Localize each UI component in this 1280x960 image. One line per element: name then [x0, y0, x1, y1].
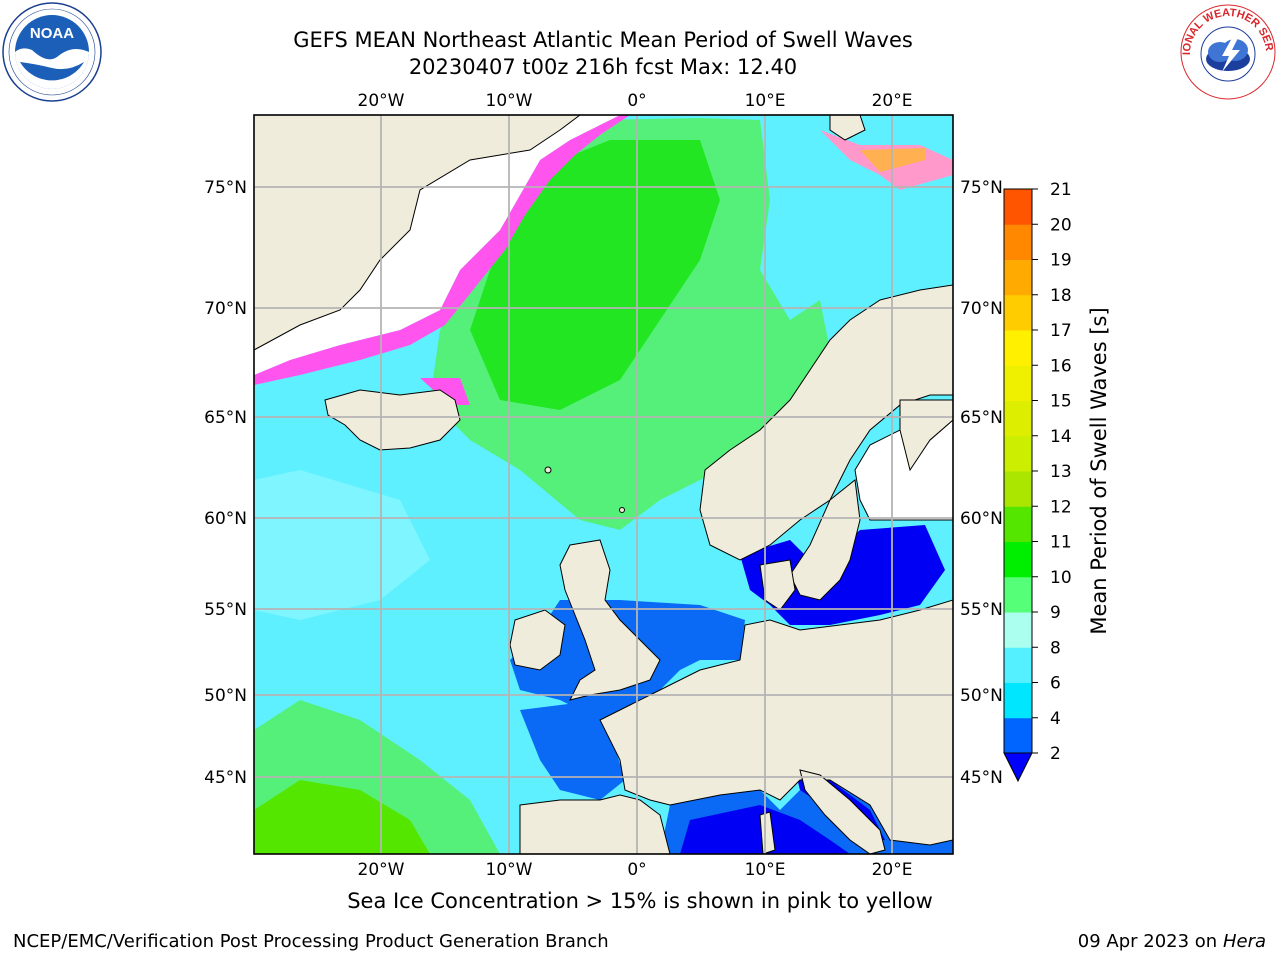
- colorbar-segment: [1004, 365, 1032, 401]
- footer-date-text: 09 Apr 2023 on: [1077, 931, 1218, 952]
- colorbar-tick-label: 13: [1050, 462, 1072, 482]
- map-frame: [253, 114, 954, 855]
- colorbar-segment: [1004, 471, 1032, 507]
- lon-label: 20°W: [358, 91, 405, 111]
- colorbar-tick-label: 15: [1050, 392, 1072, 412]
- colorbar-tick-label: 16: [1050, 356, 1072, 376]
- colorbar-tick-label: 17: [1050, 321, 1072, 341]
- lon-label: 10°W: [486, 91, 533, 111]
- shetland-islands: [619, 507, 625, 513]
- sea-ice-iceland-north: [420, 378, 470, 405]
- lon-labels-top: 20°W 10°W 0° 10°E 20°E: [358, 91, 913, 111]
- lat-label: 50°N: [204, 686, 247, 706]
- gulf-of-bothnia-ice: [854, 419, 953, 521]
- lat-label: 75°N: [204, 178, 247, 198]
- ireland-land: [509, 609, 566, 671]
- italy-land: [799, 769, 886, 854]
- colorbar-segment: [1004, 224, 1032, 260]
- swell-zone-7-8s: [254, 470, 430, 620]
- lat-label: 70°N: [960, 299, 1003, 319]
- lon-label: 10°W: [486, 860, 533, 880]
- colorbar-tick-label: 8: [1050, 638, 1061, 658]
- colorbar-tick-label: 6: [1050, 674, 1061, 694]
- colorbar-tick-label: 11: [1050, 533, 1072, 553]
- lat-label: 55°N: [960, 600, 1003, 620]
- colorbar-tick-label: 12: [1050, 497, 1072, 517]
- svalbard-land: [829, 115, 866, 141]
- footer-machine: Hera: [1222, 931, 1266, 952]
- colorbar-tick-label: 14: [1050, 427, 1072, 447]
- lon-label: 20°E: [872, 860, 913, 880]
- colorbar-tick-label: 9: [1050, 603, 1061, 623]
- graticule: [254, 115, 953, 854]
- swell-zone-10-11s: [470, 140, 720, 410]
- noaa-logo: NOAA: [2, 2, 102, 102]
- colorbar-segment: [1004, 400, 1032, 437]
- colorbar-tick-label: 20: [1050, 215, 1072, 235]
- lat-label: 60°N: [204, 509, 247, 529]
- colorbar-segment: [1004, 612, 1032, 648]
- lon-labels-bottom: 20°W 10°W 0° 10°E 20°E: [358, 860, 913, 880]
- swell-zone-sw-11-12s: [254, 780, 430, 854]
- colorbar-segment: [1004, 717, 1032, 754]
- sea-ice-note: Sea Ice Concentration > 15% is shown in …: [347, 889, 933, 913]
- lat-label: 60°N: [960, 509, 1003, 529]
- colorbar-segment: [1004, 506, 1032, 542]
- colorbar-segment: [1004, 330, 1032, 366]
- lat-labels-right: 75°N 70°N 65°N 60°N 55°N 50°N 45°N: [960, 178, 1003, 788]
- nws-logo: NATIONAL WEATHER SERVICE: [1178, 2, 1277, 101]
- lon-label: 0°: [627, 860, 646, 880]
- iberia-land: [519, 794, 671, 854]
- lat-labels-left: 75°N 70°N 65°N 60°N 55°N 50°N 45°N: [204, 178, 247, 788]
- colorbar-segment: [1004, 647, 1032, 683]
- footer-credit: NCEP/EMC/Verification Post Processing Pr…: [13, 931, 609, 952]
- colorbar-tick-label: 19: [1050, 251, 1072, 271]
- lat-label: 45°N: [204, 768, 247, 788]
- colorbar-tick-label: 4: [1050, 709, 1061, 729]
- colorbar-tick-label: 18: [1050, 286, 1072, 306]
- colorbar-tick-label: 21: [1050, 180, 1072, 200]
- colorbar-tick-label: 10: [1050, 568, 1072, 588]
- lat-label: 65°N: [204, 408, 247, 428]
- lat-label: 45°N: [960, 768, 1003, 788]
- faroe-islands: [544, 466, 552, 474]
- colorbar-segment: [1004, 294, 1032, 331]
- colorbar-segment: [1004, 682, 1032, 719]
- lat-label: 75°N: [960, 178, 1003, 198]
- lat-label: 70°N: [204, 299, 247, 319]
- svg-text:NOAA: NOAA: [30, 25, 74, 42]
- lon-label: 0°: [627, 91, 646, 111]
- colorbar-tick-label: 2: [1050, 744, 1061, 764]
- colorbar-segment: [1004, 435, 1032, 472]
- great-britain-land: [559, 539, 661, 701]
- colorbar-under-arrow: [1003, 752, 1033, 783]
- colorbar: 2 4 6 8 9 10 11 12 13 14 15 16 17 18 19 20 21: [1003, 180, 1072, 783]
- colorbar-segment: [1004, 259, 1032, 296]
- continental-europe-land: [599, 599, 953, 846]
- colorbar-segment: [1004, 189, 1032, 225]
- lon-label: 10°E: [745, 91, 786, 111]
- lon-label: 10°E: [745, 860, 786, 880]
- sweden-land: [789, 479, 861, 601]
- biscay-shelf: [520, 700, 625, 800]
- colorbar-label: Mean Period of Swell Waves [s]: [1087, 307, 1111, 634]
- greenland-land: [254, 115, 581, 351]
- lon-label: 20°W: [358, 860, 405, 880]
- lat-label: 50°N: [960, 686, 1003, 706]
- colorbar-segment: [1004, 576, 1032, 613]
- sardinia-land: [759, 811, 776, 854]
- iceland-land: [324, 389, 461, 451]
- colorbar-segment: [1004, 541, 1032, 578]
- forecast-subtitle: 20230407 t00z 216h fcst Max: 12.40: [408, 55, 798, 79]
- lon-label: 20°E: [872, 91, 913, 111]
- footer-date: 09 Apr 2023 on Hera: [1078, 931, 1266, 952]
- lat-label: 55°N: [204, 600, 247, 620]
- lat-label: 65°N: [960, 408, 1003, 428]
- chart-title: GEFS MEAN Northeast Atlantic Mean Period…: [293, 28, 913, 52]
- sea-ice-edge-west: [254, 115, 630, 385]
